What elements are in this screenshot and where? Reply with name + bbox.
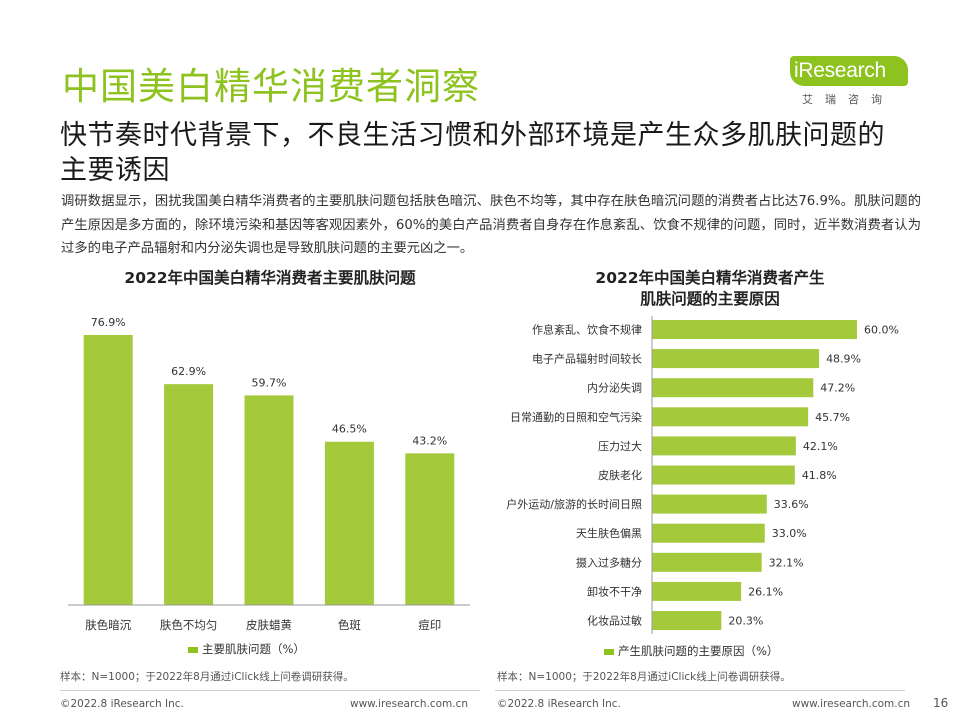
intro-paragraph: 调研数据显示，困扰我国美白精华消费者的主要肌肤问题包括肤色暗沉、肤色不均等，其中…	[61, 194, 921, 256]
right-chart-title-line1: 2022年中国美白精华消费者产生	[595, 269, 825, 287]
data-label: 42.1%	[803, 440, 838, 453]
bar	[652, 407, 809, 427]
data-label: 60.0%	[864, 324, 899, 337]
legend-swatch	[188, 646, 198, 653]
bar	[652, 581, 742, 601]
y-tick-label: 摄入过多糖分	[576, 555, 642, 569]
right-sample-note: 样本：N=1000；于2022年8月通过iClick线上问卷调研获得。	[497, 671, 791, 683]
bar	[652, 465, 795, 485]
page-title: 中国美白精华消费者洞察	[62, 65, 480, 108]
iresearch-logo: iResearch 艾瑞咨询	[790, 48, 915, 108]
data-label: 41.8%	[802, 469, 837, 482]
x-tick-label: 肤色暗沉	[85, 618, 131, 632]
x-tick-label: 痘印	[418, 618, 441, 632]
y-tick-label: 作息紊乱、饮食不规律	[532, 323, 642, 337]
data-label: 76.9%	[91, 316, 126, 329]
footer-copyright-right: ©2022.8 iResearch Inc.	[497, 698, 621, 710]
x-tick-label: 色斑	[338, 618, 361, 632]
data-label: 45.7%	[815, 411, 850, 424]
data-label: 33.0%	[772, 527, 807, 540]
footer-divider-left	[60, 690, 480, 691]
footer-website-right: www.iresearch.com.cn	[792, 698, 911, 710]
bar	[652, 494, 767, 514]
logo-text: iResearch	[794, 59, 886, 82]
bar	[652, 320, 857, 339]
left-chart-title: 2022年中国美白精华消费者主要肌肤问题	[124, 269, 416, 287]
data-label: 48.9%	[826, 353, 861, 366]
footer-website-left: www.iresearch.com.cn	[350, 698, 469, 710]
data-label: 33.6%	[774, 498, 809, 511]
logo-badge	[790, 56, 908, 86]
bar	[164, 384, 214, 605]
right-chart-title-line2: 肌肤问题的主要原因	[640, 290, 780, 308]
bar	[652, 523, 765, 543]
data-label: 20.3%	[728, 615, 763, 628]
bar	[244, 395, 294, 605]
left-sample-note: 样本：N=1000；于2022年8月通过iClick线上问卷调研获得。	[60, 671, 354, 683]
bar	[405, 453, 455, 605]
legend-label: 产生肌肤问题的主要原因（%）	[618, 644, 779, 658]
data-label: 26.1%	[748, 585, 783, 598]
y-tick-label: 天生肤色偏黑	[576, 526, 642, 540]
bar	[652, 611, 722, 630]
bar	[324, 441, 374, 605]
y-tick-label: 内分泌失调	[587, 381, 642, 395]
y-tick-label: 压力过大	[598, 439, 642, 453]
data-label: 62.9%	[171, 365, 206, 378]
y-tick-label: 卸妆不干净	[587, 584, 642, 598]
bar	[652, 436, 796, 456]
legend-label: 主要肌肤问题（%）	[202, 642, 305, 656]
y-tick-label: 电子产品辐射时间较长	[532, 352, 642, 366]
bar	[652, 378, 814, 398]
y-tick-label: 日常通勤的日照和空气污染	[510, 410, 642, 424]
footer-divider-right	[495, 690, 905, 691]
page-number: 16	[933, 696, 949, 710]
right-chart-legend: 产生肌肤问题的主要原因（%）	[604, 643, 778, 659]
legend-swatch	[604, 648, 614, 655]
x-tick-label: 肤色不均匀	[160, 618, 218, 632]
left-chart-legend: 主要肌肤问题（%）	[188, 641, 305, 657]
bar	[83, 335, 133, 605]
bar	[652, 349, 820, 369]
data-label: 43.2%	[412, 434, 447, 447]
bar	[652, 552, 762, 572]
y-tick-label: 化妆品过敏	[587, 614, 642, 628]
data-label: 59.7%	[252, 376, 287, 389]
y-tick-label: 户外运动/旅游的长时间日照	[506, 497, 642, 511]
data-label: 46.5%	[332, 423, 367, 436]
x-tick-label: 皮肤蜡黄	[246, 618, 292, 632]
data-label: 32.1%	[769, 556, 804, 569]
y-tick-label: 皮肤老化	[598, 468, 642, 482]
data-label: 47.2%	[820, 382, 855, 395]
footer-copyright-left: ©2022.8 iResearch Inc.	[60, 698, 184, 710]
logo-subtitle: 艾瑞咨询	[802, 93, 894, 106]
right-chart-title: 2022年中国美白精华消费者产生 肌肤问题的主要原因	[500, 268, 920, 310]
headline: 快节奏时代背景下，不良生活习惯和外部环境是产生众多肌肤问题的主要诱因	[60, 120, 885, 186]
